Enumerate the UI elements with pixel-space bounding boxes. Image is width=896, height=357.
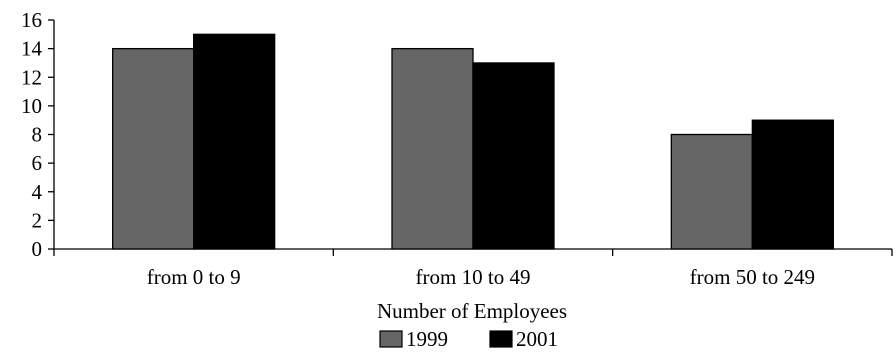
bar-1999-0	[112, 47, 195, 250]
legend-label-2001: 2001	[516, 327, 558, 351]
x-axis-title: Number of Employees	[377, 299, 567, 323]
bar-2001-2	[751, 119, 834, 250]
x-tick-label: from 50 to 249	[690, 265, 815, 289]
y-tick-label: 8	[32, 123, 43, 147]
y-tick-label: 0	[32, 237, 43, 261]
y-tick-label: 2	[32, 208, 43, 232]
legend-swatch-1999	[379, 330, 403, 348]
y-tick-label: 6	[32, 151, 43, 175]
y-tick-label: 10	[21, 94, 42, 118]
bar-2001-1	[472, 62, 555, 250]
bar-1999-2	[670, 133, 753, 250]
bars	[112, 33, 834, 250]
axis-labels: 0 2 4 6 8 10 12 14 16 from 0 to 9 from 10 to 49 fro…	[21, 8, 815, 289]
bar-2001-0	[193, 33, 276, 250]
legend-label-1999: 1999	[406, 327, 448, 351]
y-tick-label: 4	[32, 180, 43, 204]
y-tick-label: 14	[21, 37, 43, 61]
y-tick-label: 12	[21, 65, 42, 89]
x-tick-label: from 0 to 9	[147, 265, 241, 289]
legend: 1999 2001	[379, 327, 558, 351]
bar-1999-1	[391, 47, 474, 250]
legend-swatch-2001	[489, 330, 513, 348]
x-tick-label: from 10 to 49	[416, 265, 531, 289]
y-tick-label: 16	[21, 8, 42, 32]
